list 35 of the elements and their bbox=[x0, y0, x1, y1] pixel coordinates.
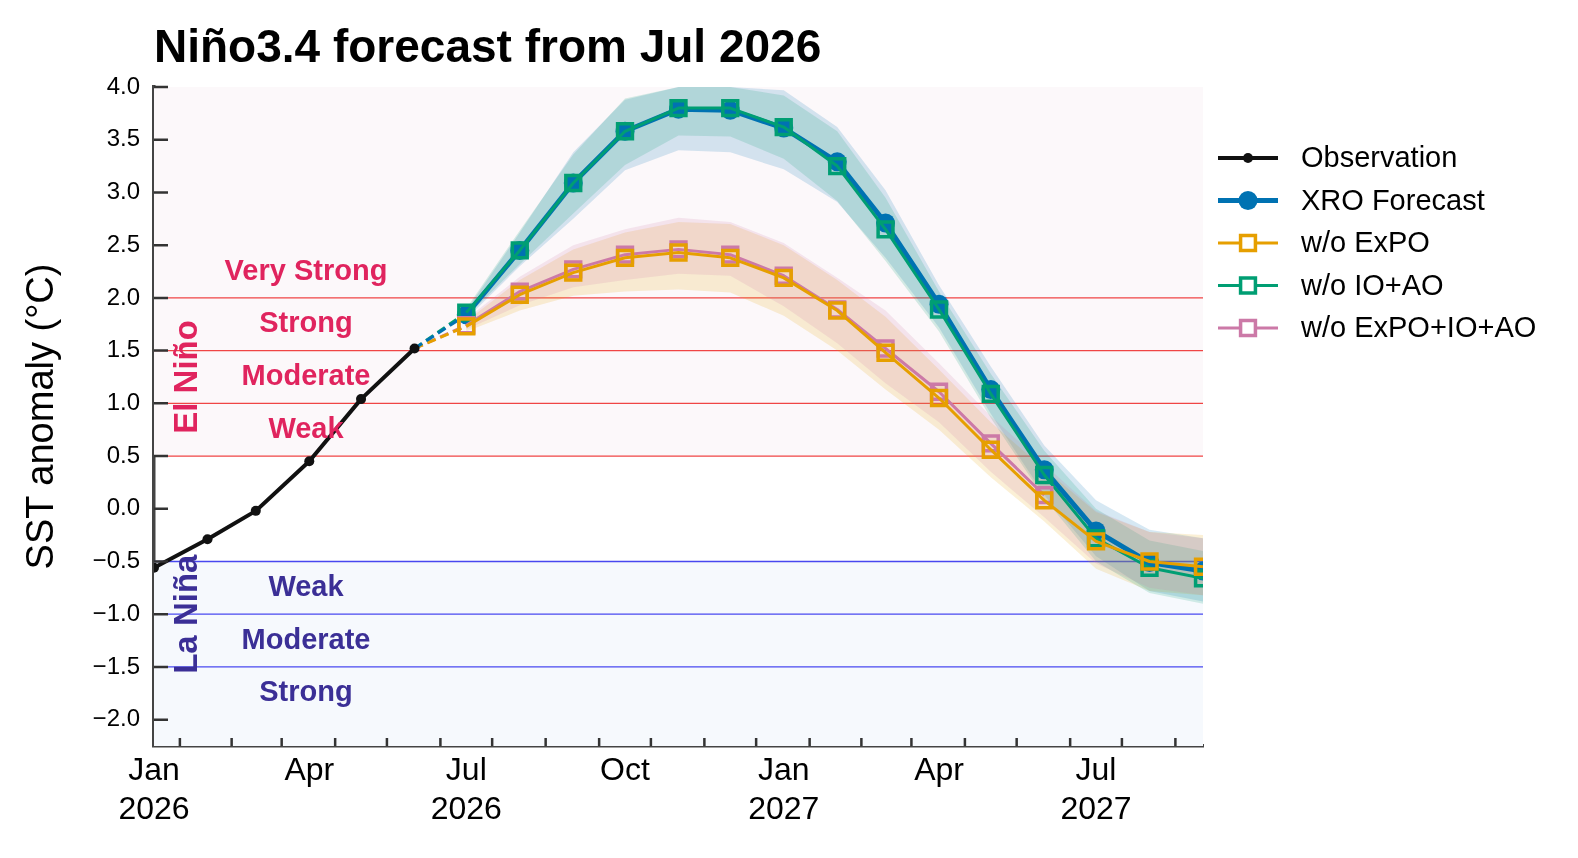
y-tick-label: 1.5 bbox=[106, 335, 140, 363]
y-tick-label: 2.0 bbox=[106, 282, 140, 310]
x-tick-label: Oct bbox=[600, 751, 651, 788]
legend-label: w/o ExPO+IO+AO bbox=[1300, 311, 1537, 343]
y-tick-label: −0.5 bbox=[92, 546, 140, 574]
y-tick-label: 0.0 bbox=[106, 493, 140, 521]
chart-title: Niño3.4 forecast from Jul 2026 bbox=[154, 20, 822, 72]
x-tick-label: Apr bbox=[914, 751, 965, 788]
legend-label: w/o ExPO bbox=[1300, 226, 1430, 258]
y-tick-label: −1.0 bbox=[92, 598, 140, 626]
y-tick-label: 0.5 bbox=[106, 440, 140, 468]
band-label: La Niña bbox=[167, 553, 205, 674]
y-tick-label: 1.0 bbox=[106, 387, 140, 415]
legend-label: w/o IO+AO bbox=[1300, 268, 1444, 301]
x-tick-label: Jul 2026 bbox=[430, 751, 502, 827]
annotation: Strong bbox=[259, 306, 353, 339]
annotation: Strong bbox=[259, 675, 353, 708]
band-label: El Niño bbox=[167, 320, 205, 434]
x-tick-label: Jan 2027 bbox=[748, 751, 820, 827]
annotation: Moderate bbox=[241, 622, 371, 655]
y-tick-label: 3.5 bbox=[106, 124, 140, 152]
x-tick-label: Jul 2027 bbox=[1060, 751, 1132, 827]
annotation: Very Strong bbox=[224, 253, 388, 286]
y-tick-label: 2.5 bbox=[106, 229, 140, 257]
x-tick-label: Apr bbox=[284, 751, 335, 788]
annotation: Moderate bbox=[241, 358, 371, 391]
x-tick-label: Jan 2026 bbox=[118, 751, 190, 827]
legend-label: XRO Forecast bbox=[1301, 183, 1485, 216]
annotation: Weak bbox=[268, 569, 345, 602]
y-tick-label: −2.0 bbox=[92, 704, 140, 732]
y-tick-label: −1.5 bbox=[92, 651, 140, 679]
y-tick-label: 4.0 bbox=[106, 71, 140, 99]
y-tick-label: 3.0 bbox=[106, 177, 140, 205]
legend-label: Observation bbox=[1301, 141, 1458, 173]
y-axis-title: SST anomaly (°C) bbox=[19, 263, 62, 570]
